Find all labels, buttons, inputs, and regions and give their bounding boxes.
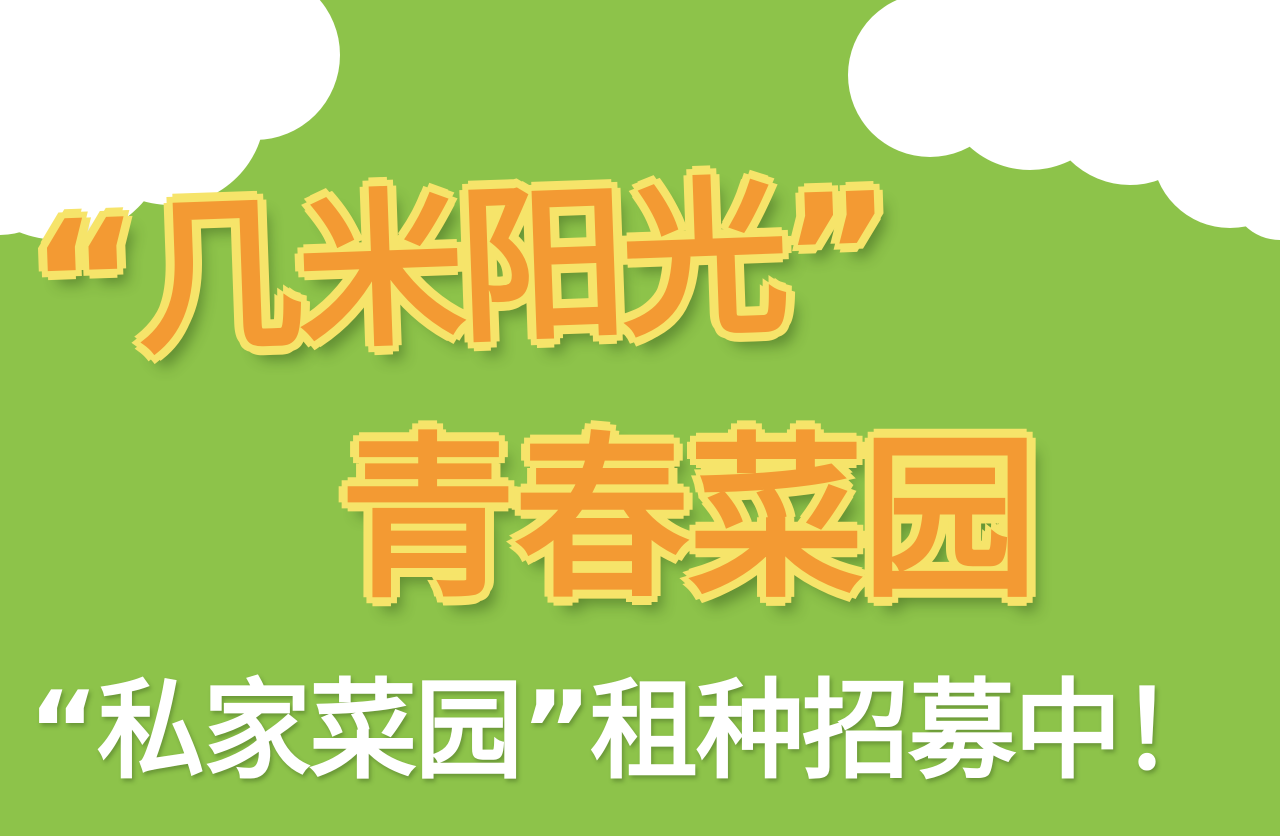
cloud-left-icon: [0, 0, 340, 240]
subtitle: “私家菜园”租种招募中！: [28, 669, 1228, 794]
title-line-1: “几米阳光”: [27, 156, 891, 382]
cloud-right-icon: [848, 0, 1280, 240]
title-line-2: 青春菜园: [340, 417, 1038, 622]
